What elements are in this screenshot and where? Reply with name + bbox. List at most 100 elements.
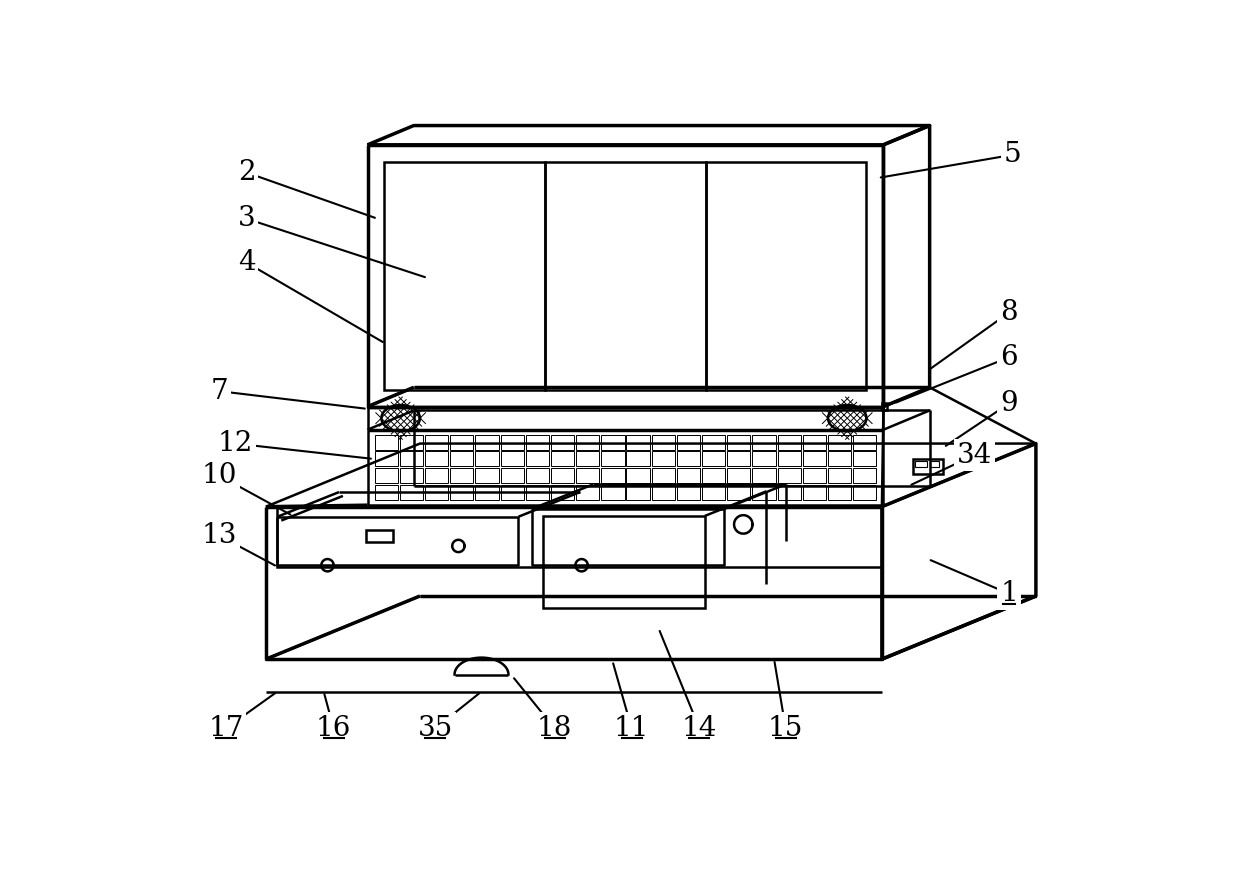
Bar: [475, 485, 498, 500]
Text: 4: 4: [238, 249, 255, 276]
Bar: [577, 469, 599, 484]
Bar: [425, 451, 449, 466]
Bar: [551, 435, 574, 450]
Text: 3: 3: [238, 205, 255, 232]
Bar: [374, 485, 398, 500]
Text: 17: 17: [208, 715, 243, 742]
Bar: [702, 485, 725, 500]
Bar: [853, 451, 877, 466]
Bar: [915, 461, 926, 467]
Bar: [802, 451, 826, 466]
Bar: [677, 435, 701, 450]
Bar: [677, 469, 701, 484]
Bar: [374, 435, 398, 450]
Bar: [374, 469, 398, 484]
Text: 16: 16: [316, 715, 351, 742]
Bar: [802, 485, 826, 500]
Bar: [425, 469, 449, 484]
Bar: [366, 530, 393, 542]
Text: 12: 12: [217, 430, 253, 457]
Bar: [278, 506, 882, 567]
Bar: [526, 469, 549, 484]
Bar: [802, 469, 826, 484]
Bar: [384, 162, 546, 389]
Bar: [399, 485, 423, 500]
Bar: [526, 435, 549, 450]
Bar: [475, 451, 498, 466]
Bar: [882, 402, 887, 410]
Text: 1: 1: [1001, 581, 1018, 608]
Bar: [399, 469, 423, 484]
Bar: [853, 485, 877, 500]
Bar: [652, 451, 675, 466]
Bar: [626, 451, 650, 466]
Text: 2: 2: [238, 159, 255, 186]
Bar: [853, 469, 877, 484]
Bar: [652, 485, 675, 500]
Bar: [601, 435, 625, 450]
Bar: [526, 485, 549, 500]
Bar: [551, 451, 574, 466]
Bar: [577, 451, 599, 466]
Bar: [727, 435, 750, 450]
Bar: [753, 469, 775, 484]
Bar: [626, 485, 650, 500]
Bar: [677, 451, 701, 466]
Bar: [601, 485, 625, 500]
Bar: [577, 435, 599, 450]
Bar: [501, 451, 523, 466]
Bar: [828, 485, 851, 500]
Bar: [777, 451, 801, 466]
Bar: [753, 485, 775, 500]
Bar: [501, 435, 523, 450]
Bar: [626, 435, 650, 450]
Text: 11: 11: [614, 715, 650, 742]
Text: 8: 8: [1001, 299, 1018, 327]
Text: 9: 9: [1001, 390, 1018, 417]
Bar: [577, 485, 599, 500]
Bar: [526, 451, 549, 466]
Bar: [930, 461, 939, 467]
Bar: [475, 435, 498, 450]
Bar: [450, 435, 474, 450]
Bar: [626, 469, 650, 484]
Text: 10: 10: [202, 463, 237, 490]
Bar: [853, 435, 877, 450]
Text: 15: 15: [768, 715, 804, 742]
Bar: [753, 435, 775, 450]
Bar: [677, 485, 701, 500]
Bar: [551, 469, 574, 484]
Bar: [501, 469, 523, 484]
Bar: [551, 485, 574, 500]
Bar: [727, 451, 750, 466]
Bar: [913, 459, 944, 474]
Bar: [450, 469, 474, 484]
Text: 7: 7: [211, 378, 228, 405]
Bar: [399, 451, 423, 466]
Bar: [399, 435, 423, 450]
Bar: [706, 162, 867, 389]
Bar: [425, 435, 449, 450]
Bar: [802, 435, 826, 450]
Bar: [777, 435, 801, 450]
Text: 35: 35: [418, 715, 453, 742]
Bar: [475, 469, 498, 484]
Bar: [450, 451, 474, 466]
Bar: [601, 469, 625, 484]
Bar: [828, 469, 851, 484]
Text: 14: 14: [682, 715, 717, 742]
Bar: [702, 435, 725, 450]
Text: 34: 34: [957, 442, 992, 469]
Bar: [727, 485, 750, 500]
Bar: [777, 469, 801, 484]
Bar: [546, 162, 706, 389]
Text: 13: 13: [202, 522, 237, 549]
Bar: [652, 469, 675, 484]
Bar: [652, 435, 675, 450]
Bar: [828, 435, 851, 450]
Bar: [425, 485, 449, 500]
Bar: [702, 469, 725, 484]
Bar: [501, 485, 523, 500]
Text: 5: 5: [1004, 141, 1022, 168]
Bar: [702, 451, 725, 466]
